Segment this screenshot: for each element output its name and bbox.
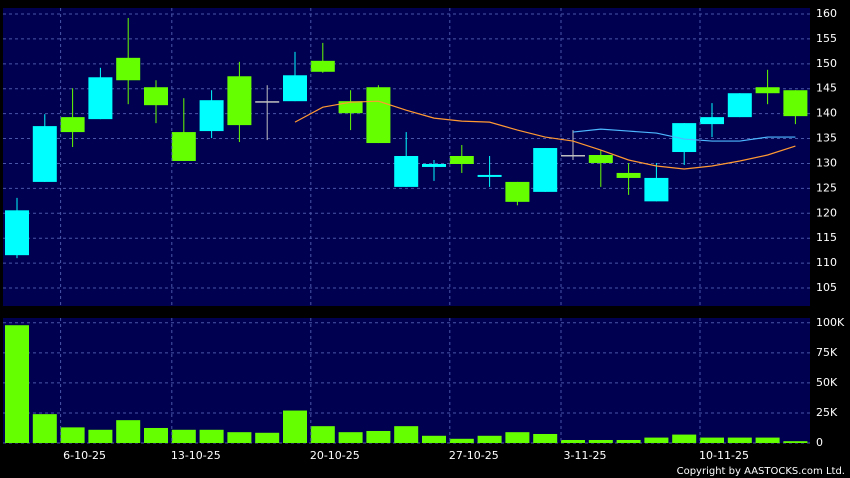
- volume-bar: [561, 439, 585, 443]
- volume-bar: [755, 437, 780, 443]
- candle-body: [422, 163, 446, 167]
- y-tick-label: 155: [816, 32, 837, 45]
- y-tick-label: 145: [816, 82, 837, 95]
- y-tick-label: 100K: [816, 316, 845, 329]
- y-tick-label: 135: [816, 132, 837, 145]
- candle-body: [32, 126, 57, 182]
- volume-bar: [199, 429, 224, 443]
- candle-body: [310, 60, 335, 72]
- volume-bar: [672, 434, 697, 443]
- volume-bar: [88, 429, 113, 443]
- x-tick-label: 13-10-25: [171, 449, 221, 462]
- volume-bar: [616, 439, 641, 443]
- volume-bar: [644, 437, 669, 443]
- volume-bar: [32, 414, 57, 443]
- candle-body: [727, 93, 752, 118]
- y-tick-label: 115: [816, 231, 837, 244]
- volume-bar: [422, 435, 446, 443]
- candle-body: [394, 156, 419, 187]
- copyright: Copyright by AASTOCKS.com Ltd.: [677, 466, 845, 477]
- volume-bar: [227, 432, 252, 443]
- y-tick-label: 75K: [816, 346, 838, 359]
- candle-body: [644, 177, 669, 202]
- y-tick-label: 130: [816, 156, 837, 169]
- volume-bar: [310, 426, 335, 443]
- y-tick-label: 0: [816, 436, 823, 449]
- y-tick-label: 25K: [816, 406, 838, 419]
- volume-bar: [144, 427, 168, 443]
- volume-bar: [449, 438, 474, 443]
- volume-bar: [588, 439, 613, 443]
- candle-body: [505, 181, 530, 202]
- candle-body: [561, 155, 585, 157]
- y-tick-label: 110: [816, 256, 837, 269]
- candle-body: [227, 76, 252, 126]
- candle-body: [199, 100, 224, 132]
- candle-body: [449, 156, 474, 164]
- volume-bar: [727, 437, 752, 443]
- y-tick-label: 125: [816, 181, 837, 194]
- y-tick-label: 140: [816, 107, 837, 120]
- candle-body: [783, 90, 808, 117]
- candle-body: [283, 75, 307, 102]
- candle-body: [116, 57, 141, 81]
- volume-bar: [783, 441, 808, 443]
- x-tick-label: 3-11-25: [564, 449, 607, 462]
- candle-body: [171, 132, 196, 161]
- candle-body: [60, 117, 85, 133]
- candle-body: [477, 174, 502, 177]
- volume-bar: [394, 426, 419, 443]
- x-tick-label: 10-11-25: [699, 449, 749, 462]
- volume-bar: [283, 410, 307, 443]
- candle-body: [88, 77, 113, 120]
- candle-body: [533, 148, 558, 192]
- volume-bar: [60, 427, 85, 443]
- y-tick-label: 120: [816, 206, 837, 219]
- volume-bar: [533, 433, 558, 443]
- y-tick-label: 160: [816, 7, 837, 20]
- ma-line: [294, 100, 796, 170]
- volume-bar: [116, 420, 141, 443]
- candle-body: [144, 87, 168, 106]
- volume-bar: [255, 432, 280, 443]
- volume-bar: [505, 432, 530, 443]
- ma-line: [572, 128, 796, 142]
- candle-body: [366, 87, 391, 144]
- candle-body: [5, 210, 29, 256]
- x-tick-label: 27-10-25: [449, 449, 499, 462]
- y-tick-label: 150: [816, 57, 837, 70]
- candle-body: [700, 117, 724, 125]
- x-tick-label: 20-10-25: [310, 449, 360, 462]
- candle-body: [755, 87, 780, 94]
- x-tick-label: 6-10-25: [63, 449, 106, 462]
- volume-bar: [338, 432, 363, 443]
- candle-body: [255, 101, 280, 103]
- volume-bar: [366, 430, 391, 443]
- volume-bar: [700, 437, 724, 443]
- candle-body: [616, 172, 641, 178]
- y-tick-label: 50K: [816, 376, 838, 389]
- candle-body: [338, 101, 363, 114]
- volume-bar: [477, 435, 502, 443]
- volume-bar: [171, 429, 196, 443]
- y-tick-label: 105: [816, 281, 837, 294]
- candle-body: [588, 155, 613, 163]
- volume-bar: [5, 325, 29, 443]
